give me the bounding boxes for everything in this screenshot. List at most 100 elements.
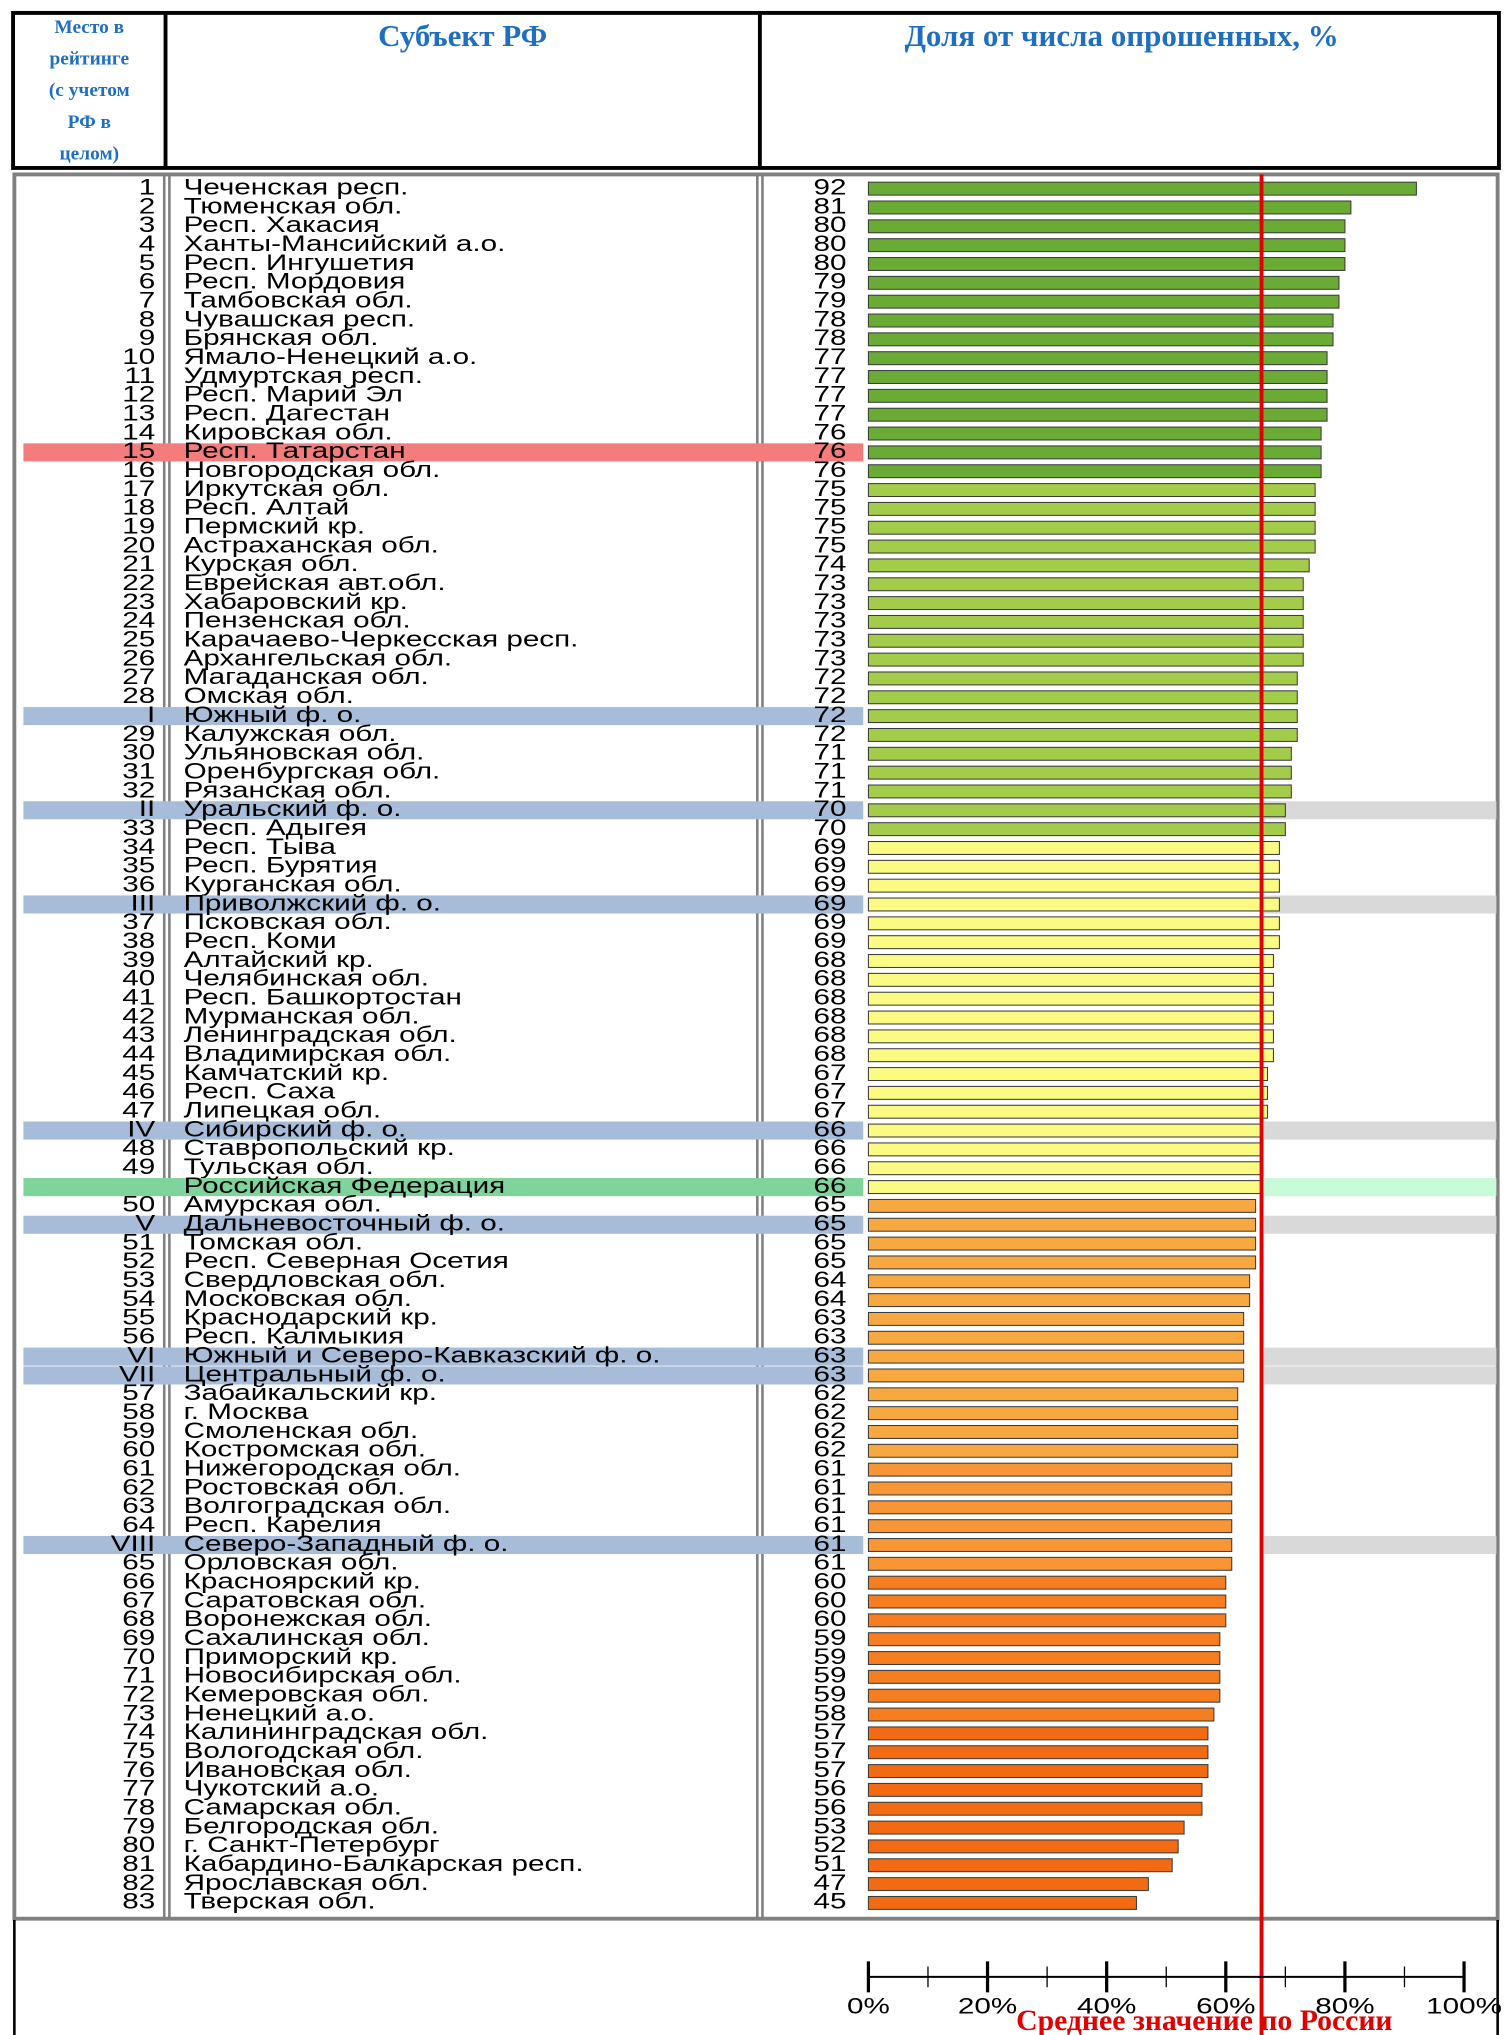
value-label: 45 [813, 1889, 846, 1914]
rank: 26 [122, 645, 155, 670]
value-label: 80 [813, 231, 846, 256]
rank-header: рейтинге [50, 49, 130, 70]
header-frame [11, 10, 1501, 170]
bar [867, 859, 1280, 874]
rank: 57 [122, 1380, 155, 1405]
row-extension [1264, 1178, 1497, 1197]
bar [867, 370, 1328, 385]
row-extension [1264, 895, 1497, 914]
row-highlight [23, 1121, 864, 1140]
x-tick-label: 0% [847, 1993, 890, 2018]
rank: 53 [122, 1267, 155, 1292]
bar [867, 275, 1340, 290]
value-label: 72 [813, 721, 846, 746]
bar [867, 991, 1274, 1006]
rank: VIII [111, 1531, 155, 1556]
value-label: 73 [813, 645, 846, 670]
bar [867, 709, 1298, 724]
region-name: Ивановская обл. [184, 1757, 412, 1782]
bar [867, 935, 1280, 950]
value-label: 70 [813, 796, 846, 821]
region-name: Южный ф. о. [184, 702, 362, 727]
value-label: 61 [813, 1549, 846, 1574]
bar [867, 1895, 1137, 1910]
region-name: Орловская обл. [184, 1549, 399, 1574]
value-label: 65 [813, 1210, 846, 1235]
region-name: Ленинградская обл. [184, 1022, 457, 1047]
rank: 49 [122, 1154, 155, 1179]
value-label: 73 [813, 608, 846, 633]
value-label: 75 [813, 532, 846, 557]
region-name: Амурская обл. [184, 1192, 382, 1217]
rank: 40 [122, 965, 155, 990]
rank: 14 [122, 419, 155, 444]
bar [867, 671, 1298, 686]
value-label: 60 [813, 1606, 846, 1631]
value-label: 74 [813, 551, 846, 576]
region-name: Ненецкий а.о. [184, 1700, 375, 1725]
value-label: 56 [813, 1794, 846, 1819]
rank: 18 [122, 494, 155, 519]
value-label: 61 [813, 1493, 846, 1518]
value-label: 59 [813, 1625, 846, 1650]
region-name: Южный и Северо-Кавказский ф. о. [184, 1342, 661, 1367]
bar [867, 1481, 1233, 1496]
rank: 77 [122, 1775, 155, 1800]
bar [867, 1010, 1274, 1025]
value-label: 73 [813, 589, 846, 614]
rank: 31 [122, 758, 155, 783]
region-name: Респ. Северная Осетия [184, 1248, 509, 1273]
bar [867, 200, 1352, 215]
bar [867, 1877, 1149, 1892]
value-label: 68 [813, 1003, 846, 1028]
region-name: Забайкальский кр. [184, 1380, 437, 1405]
bar [867, 1726, 1209, 1741]
value-label: 56 [813, 1775, 846, 1800]
region-name: Респ. Бурятия [184, 852, 378, 877]
value-label: 76 [813, 438, 846, 463]
rank: 65 [122, 1549, 155, 1574]
region-name: Респ. Коми [184, 928, 337, 953]
value-label: 73 [813, 570, 846, 595]
bar [867, 1104, 1269, 1119]
value-label: 76 [813, 457, 846, 482]
value-label: 80 [813, 212, 846, 237]
region-name: Калужская обл. [184, 721, 397, 746]
region-name: Ульяновская обл. [184, 739, 425, 764]
rank: 37 [122, 909, 155, 934]
region-name: Кабардино-Балкарская респ. [184, 1851, 584, 1876]
bar [867, 1311, 1245, 1326]
bar [867, 972, 1274, 987]
value-label: 67 [813, 1097, 846, 1122]
bar [867, 954, 1274, 968]
rank: 64 [122, 1512, 155, 1537]
rank: 24 [122, 608, 155, 633]
row-extension [1264, 1366, 1497, 1385]
rank: 19 [122, 513, 155, 538]
value-label: 62 [813, 1418, 846, 1443]
region-name: г. Москва [184, 1399, 309, 1424]
bar [867, 1368, 1245, 1383]
value-label: 57 [813, 1719, 846, 1744]
region-name: Удмуртская респ. [184, 363, 423, 388]
region-name: Новгородская обл. [184, 457, 441, 482]
rank: 72 [122, 1681, 155, 1706]
region-name: Ростовская обл. [184, 1474, 406, 1499]
bar [867, 1594, 1227, 1609]
region-name: Респ. Алтай [184, 494, 350, 519]
region-name: Курская обл. [184, 551, 359, 576]
value-label: 63 [813, 1323, 846, 1348]
region-name: Респ. Дагестан [184, 400, 390, 425]
value-label: 47 [813, 1870, 846, 1895]
x-tick-label: 20% [958, 1993, 1017, 2018]
value-label: 65 [813, 1192, 846, 1217]
value-header: Доля от числа опрошенных, % [905, 18, 1339, 53]
region-name: Оренбургская обл. [184, 758, 441, 783]
region-name: Пермский кр. [184, 513, 365, 538]
value-label: 81 [813, 193, 846, 218]
bar [867, 426, 1322, 441]
rank: 36 [122, 871, 155, 896]
bar [867, 1858, 1173, 1873]
value-label: 69 [813, 852, 846, 877]
bar [867, 1764, 1209, 1779]
